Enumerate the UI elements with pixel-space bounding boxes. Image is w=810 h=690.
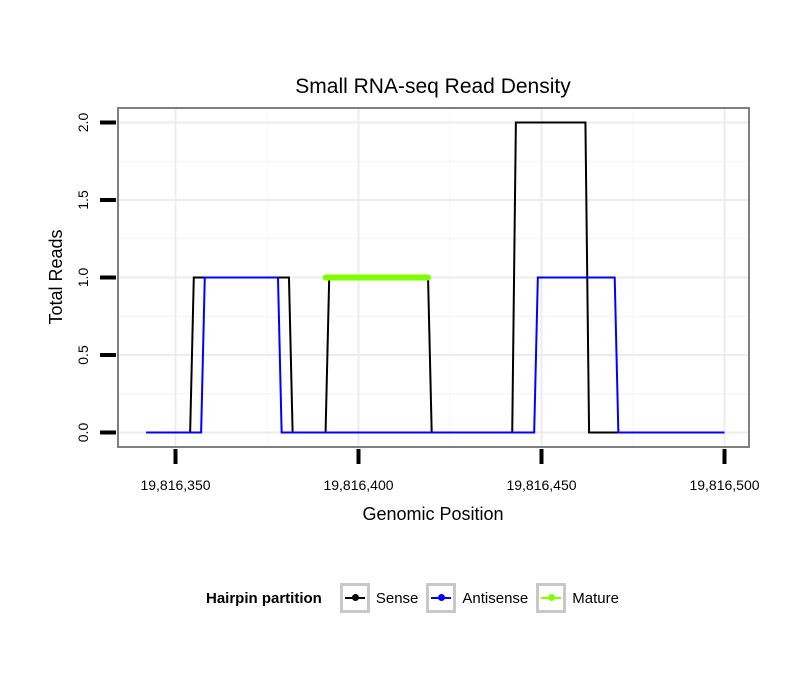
legend-key-mature (536, 583, 567, 613)
legend-label-mature: Mature (572, 589, 619, 607)
x-tick-label-3: 19,816,500 (689, 477, 759, 493)
legend-label-sense: Sense (375, 589, 419, 607)
legend-key-antisense (426, 583, 457, 613)
legend-item-sense: Sense (339, 583, 419, 613)
legend-item-antisense: Antisense (426, 583, 528, 613)
x-tick-label-0: 19,816,350 (140, 477, 210, 493)
y-tick-label-4: 2.0 (75, 113, 91, 133)
legend: Hairpin partition Sense Antisense Mature (206, 578, 627, 618)
legend-label-antisense: Antisense (462, 589, 529, 607)
x-axis-label: Genomic Position (362, 504, 503, 524)
legend-item-mature: Mature (536, 583, 619, 613)
axes: 19,816,350 19,816,400 19,816,450 19,816,500… (75, 113, 760, 493)
y-tick-label-0: 0.0 (75, 423, 91, 443)
legend-key-sense (339, 583, 370, 613)
series-group (146, 121, 725, 434)
y-axis-label: Total Reads (46, 229, 66, 324)
chart-title: Small RNA-seq Read Density (295, 75, 571, 98)
plot-panel-border (117, 107, 750, 448)
x-tick-label-2: 19,816,450 (506, 477, 576, 493)
grid (119, 109, 748, 446)
y-tick-label-3: 1.5 (75, 190, 91, 210)
y-tick-label-2: 1.0 (75, 268, 91, 288)
series-line-antisense (146, 276, 725, 434)
legend-title: Hairpin partition (206, 589, 322, 607)
y-tick-label-1: 0.5 (75, 345, 91, 365)
x-tick-label-1: 19,816,400 (323, 477, 393, 493)
